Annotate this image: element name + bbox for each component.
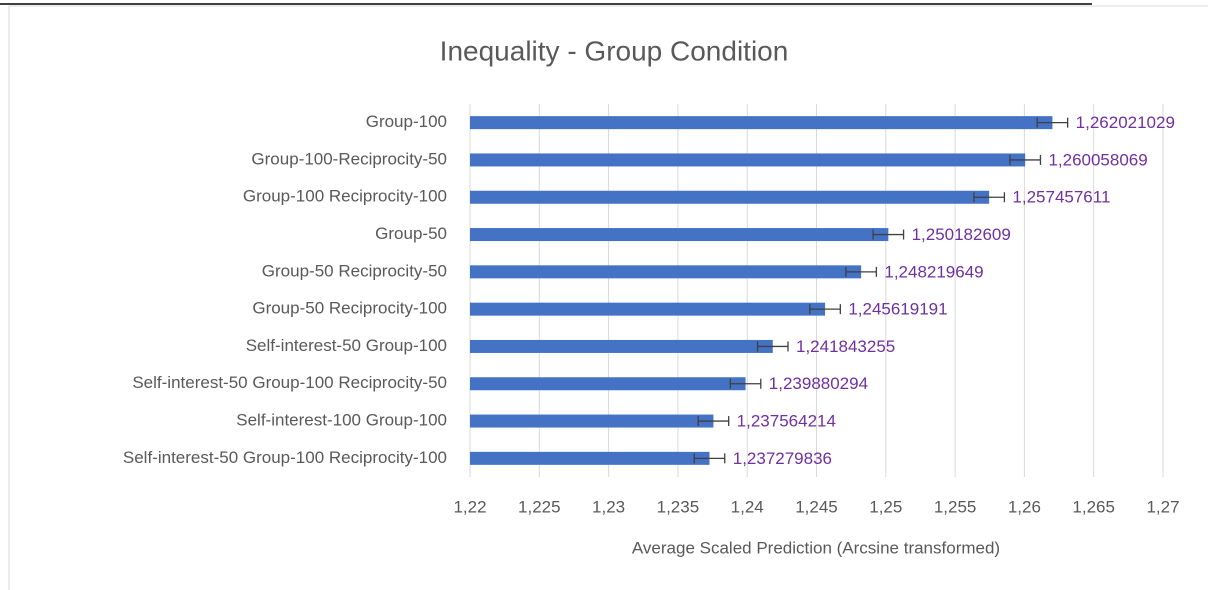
x-tick-label: 1,24 [731,497,764,516]
error-bar [729,378,762,389]
data-label: 1,262021029 [1076,113,1175,132]
y-tick-label: Group-100 Reciprocity-100 [243,187,447,206]
y-tick-label: Group-100-Reciprocity-50 [251,149,447,168]
x-tick-label: 1,25 [869,497,902,516]
error-bar [1036,117,1069,128]
bar [470,228,889,242]
error-bar [1009,154,1042,165]
data-label: 1,257457611 [1012,188,1110,207]
bar [470,414,714,428]
data-label: 1,237564214 [737,412,836,431]
error-bar [845,266,878,277]
x-tick-label: 1,235 [657,497,700,516]
bar [470,451,710,465]
x-tick-label: 1,265 [1072,497,1115,516]
data-label: 1,248219649 [884,262,983,281]
y-tick-label: Self-interest-50 Group-100 [246,336,447,355]
chart-title: Inequality - Group Condition [440,35,789,66]
x-tick-label: 1,23 [592,497,625,516]
error-bar [809,304,841,315]
data-label: 1,260058069 [1048,150,1147,169]
x-tick-label: 1,26 [1008,497,1041,516]
data-label: 1,241843255 [796,337,895,356]
bar [470,339,773,353]
data-label: 1,239880294 [769,374,868,393]
x-tick-label: 1,245 [795,497,838,516]
bar [470,116,1053,130]
y-tick-label: Group-50 Reciprocity-100 [252,299,447,318]
x-tick-label: 1,22 [453,497,486,516]
error-bar [697,416,730,427]
bar [470,302,826,316]
x-tick-label: 1,27 [1146,497,1179,516]
y-tick-label: Group-50 Reciprocity-50 [262,261,447,280]
bar [470,190,990,204]
x-axis-title: Average Scaled Prediction (Arcsine trans… [632,538,1000,557]
x-tick-label: 1,255 [934,497,977,516]
error-bar [973,192,1006,203]
y-tick-label: Group-50 [375,224,447,243]
data-label: 1,245619191 [848,300,947,319]
y-tick-label: Self-interest-50 Group-100 Reciprocity-1… [123,448,447,467]
y-tick-label: Self-interest-100 Group-100 [236,411,447,430]
error-bar [756,341,789,352]
data-label: 1,250182609 [912,225,1011,244]
data-label: 1,237279836 [733,449,832,468]
bar [470,377,746,391]
error-bar [693,453,726,464]
error-bar [872,229,905,240]
y-tick-label: Self-interest-50 Group-100 Reciprocity-5… [132,373,447,392]
y-tick-label: Group-100 [366,112,447,131]
bar [470,265,862,279]
bar [470,153,1026,167]
x-tick-label: 1,225 [518,497,561,516]
